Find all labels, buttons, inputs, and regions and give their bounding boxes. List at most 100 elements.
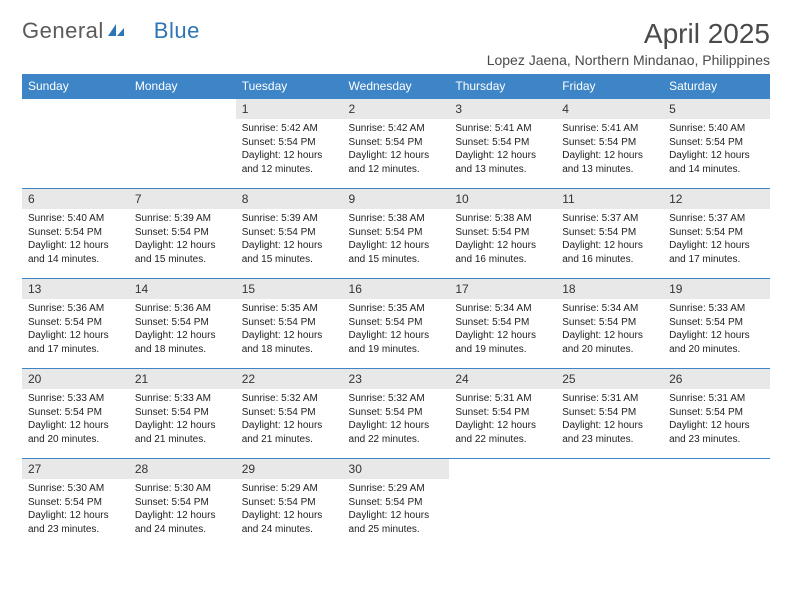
calendar-cell: 22Sunrise: 5:32 AMSunset: 5:54 PMDayligh… — [236, 369, 343, 459]
sunrise-line: Sunrise: 5:41 AM — [562, 122, 657, 136]
logo-word2: Blue — [154, 18, 200, 44]
calendar-cell: 30Sunrise: 5:29 AMSunset: 5:54 PMDayligh… — [343, 459, 450, 549]
calendar-cell: 0. — [663, 459, 770, 549]
day-number: 28 — [129, 459, 236, 479]
calendar-cell: 18Sunrise: 5:34 AMSunset: 5:54 PMDayligh… — [556, 279, 663, 369]
calendar-cell: 15Sunrise: 5:35 AMSunset: 5:54 PMDayligh… — [236, 279, 343, 369]
page-title: April 2025 — [487, 18, 770, 50]
calendar-row: 6Sunrise: 5:40 AMSunset: 5:54 PMDaylight… — [22, 189, 770, 279]
day-text: Sunrise: 5:38 AMSunset: 5:54 PMDaylight:… — [343, 209, 450, 272]
sunset-line: Sunset: 5:54 PM — [562, 406, 657, 420]
day-text: Sunrise: 5:35 AMSunset: 5:54 PMDaylight:… — [236, 299, 343, 362]
sunset-line: Sunset: 5:54 PM — [455, 136, 550, 150]
day-text: Sunrise: 5:42 AMSunset: 5:54 PMDaylight:… — [343, 119, 450, 182]
calendar-table: SundayMondayTuesdayWednesdayThursdayFrid… — [22, 74, 770, 549]
day-number: 29 — [236, 459, 343, 479]
logo-sail-icon — [106, 22, 126, 38]
day-text: Sunrise: 5:33 AMSunset: 5:54 PMDaylight:… — [22, 389, 129, 452]
sunrise-line: Sunrise: 5:29 AM — [349, 482, 444, 496]
day-number: 21 — [129, 369, 236, 389]
sunset-line: Sunset: 5:54 PM — [28, 226, 123, 240]
calendar-cell: 25Sunrise: 5:31 AMSunset: 5:54 PMDayligh… — [556, 369, 663, 459]
sunrise-line: Sunrise: 5:29 AM — [242, 482, 337, 496]
day-number: 27 — [22, 459, 129, 479]
calendar-cell: 16Sunrise: 5:35 AMSunset: 5:54 PMDayligh… — [343, 279, 450, 369]
day-text: Sunrise: 5:32 AMSunset: 5:54 PMDaylight:… — [343, 389, 450, 452]
calendar-cell: 28Sunrise: 5:30 AMSunset: 5:54 PMDayligh… — [129, 459, 236, 549]
sunrise-line: Sunrise: 5:39 AM — [135, 212, 230, 226]
day-number: 5 — [663, 99, 770, 119]
sunrise-line: Sunrise: 5:33 AM — [669, 302, 764, 316]
daylight-line: Daylight: 12 hours and 24 minutes. — [242, 509, 337, 536]
calendar-cell: 0. — [556, 459, 663, 549]
weekday-header: Wednesday — [343, 74, 450, 99]
calendar-cell: 4Sunrise: 5:41 AMSunset: 5:54 PMDaylight… — [556, 99, 663, 189]
calendar-page: General Blue April 2025 Lopez Jaena, Nor… — [0, 0, 792, 567]
daylight-line: Daylight: 12 hours and 18 minutes. — [242, 329, 337, 356]
calendar-cell: 26Sunrise: 5:31 AMSunset: 5:54 PMDayligh… — [663, 369, 770, 459]
calendar-cell: 8Sunrise: 5:39 AMSunset: 5:54 PMDaylight… — [236, 189, 343, 279]
day-text: Sunrise: 5:37 AMSunset: 5:54 PMDaylight:… — [556, 209, 663, 272]
day-text: Sunrise: 5:40 AMSunset: 5:54 PMDaylight:… — [663, 119, 770, 182]
sunset-line: Sunset: 5:54 PM — [349, 226, 444, 240]
daylight-line: Daylight: 12 hours and 15 minutes. — [349, 239, 444, 266]
calendar-row: 0.0.1Sunrise: 5:42 AMSunset: 5:54 PMDayl… — [22, 99, 770, 189]
daylight-line: Daylight: 12 hours and 23 minutes. — [562, 419, 657, 446]
sunset-line: Sunset: 5:54 PM — [28, 316, 123, 330]
calendar-cell: 9Sunrise: 5:38 AMSunset: 5:54 PMDaylight… — [343, 189, 450, 279]
sunrise-line: Sunrise: 5:30 AM — [135, 482, 230, 496]
day-text: Sunrise: 5:33 AMSunset: 5:54 PMDaylight:… — [663, 299, 770, 362]
daylight-line: Daylight: 12 hours and 17 minutes. — [28, 329, 123, 356]
calendar-cell: 14Sunrise: 5:36 AMSunset: 5:54 PMDayligh… — [129, 279, 236, 369]
sunrise-line: Sunrise: 5:31 AM — [669, 392, 764, 406]
sunrise-line: Sunrise: 5:32 AM — [242, 392, 337, 406]
sunset-line: Sunset: 5:54 PM — [349, 496, 444, 510]
sunrise-line: Sunrise: 5:41 AM — [455, 122, 550, 136]
calendar-row: 13Sunrise: 5:36 AMSunset: 5:54 PMDayligh… — [22, 279, 770, 369]
sunset-line: Sunset: 5:54 PM — [455, 406, 550, 420]
day-text: Sunrise: 5:30 AMSunset: 5:54 PMDaylight:… — [129, 479, 236, 542]
sunset-line: Sunset: 5:54 PM — [28, 496, 123, 510]
sunset-line: Sunset: 5:54 PM — [349, 136, 444, 150]
calendar-cell: 12Sunrise: 5:37 AMSunset: 5:54 PMDayligh… — [663, 189, 770, 279]
weekday-header: Saturday — [663, 74, 770, 99]
day-number: 16 — [343, 279, 450, 299]
sunrise-line: Sunrise: 5:42 AM — [242, 122, 337, 136]
sunset-line: Sunset: 5:54 PM — [28, 406, 123, 420]
sunrise-line: Sunrise: 5:30 AM — [28, 482, 123, 496]
daylight-line: Daylight: 12 hours and 13 minutes. — [455, 149, 550, 176]
daylight-line: Daylight: 12 hours and 22 minutes. — [349, 419, 444, 446]
daylight-line: Daylight: 12 hours and 19 minutes. — [455, 329, 550, 356]
sunrise-line: Sunrise: 5:32 AM — [349, 392, 444, 406]
daylight-line: Daylight: 12 hours and 14 minutes. — [669, 149, 764, 176]
day-number: 11 — [556, 189, 663, 209]
day-number: 20 — [22, 369, 129, 389]
day-text: Sunrise: 5:39 AMSunset: 5:54 PMDaylight:… — [129, 209, 236, 272]
day-text: Sunrise: 5:38 AMSunset: 5:54 PMDaylight:… — [449, 209, 556, 272]
sunset-line: Sunset: 5:54 PM — [669, 316, 764, 330]
logo-word1: General — [22, 18, 104, 44]
day-number: 10 — [449, 189, 556, 209]
calendar-cell: 24Sunrise: 5:31 AMSunset: 5:54 PMDayligh… — [449, 369, 556, 459]
sunrise-line: Sunrise: 5:38 AM — [455, 212, 550, 226]
day-text: Sunrise: 5:41 AMSunset: 5:54 PMDaylight:… — [556, 119, 663, 182]
day-text: Sunrise: 5:29 AMSunset: 5:54 PMDaylight:… — [236, 479, 343, 542]
day-text: Sunrise: 5:34 AMSunset: 5:54 PMDaylight:… — [556, 299, 663, 362]
calendar-cell: 19Sunrise: 5:33 AMSunset: 5:54 PMDayligh… — [663, 279, 770, 369]
day-number: 14 — [129, 279, 236, 299]
sunset-line: Sunset: 5:54 PM — [242, 406, 337, 420]
title-block: April 2025 Lopez Jaena, Northern Mindana… — [487, 18, 770, 68]
calendar-cell: 3Sunrise: 5:41 AMSunset: 5:54 PMDaylight… — [449, 99, 556, 189]
calendar-cell: 1Sunrise: 5:42 AMSunset: 5:54 PMDaylight… — [236, 99, 343, 189]
sunset-line: Sunset: 5:54 PM — [135, 226, 230, 240]
daylight-line: Daylight: 12 hours and 20 minutes. — [562, 329, 657, 356]
calendar-cell: 23Sunrise: 5:32 AMSunset: 5:54 PMDayligh… — [343, 369, 450, 459]
calendar-cell: 17Sunrise: 5:34 AMSunset: 5:54 PMDayligh… — [449, 279, 556, 369]
day-text: Sunrise: 5:32 AMSunset: 5:54 PMDaylight:… — [236, 389, 343, 452]
day-number: 15 — [236, 279, 343, 299]
day-text: Sunrise: 5:31 AMSunset: 5:54 PMDaylight:… — [663, 389, 770, 452]
day-number: 2 — [343, 99, 450, 119]
sunrise-line: Sunrise: 5:35 AM — [242, 302, 337, 316]
day-text: Sunrise: 5:30 AMSunset: 5:54 PMDaylight:… — [22, 479, 129, 542]
sunset-line: Sunset: 5:54 PM — [242, 316, 337, 330]
